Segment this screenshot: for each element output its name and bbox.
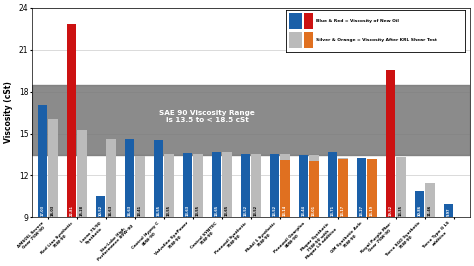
Bar [415, 192, 424, 217]
Bar [136, 156, 145, 217]
Text: 10.86: 10.86 [418, 205, 422, 216]
Bar [367, 159, 377, 217]
Bar [193, 154, 203, 217]
Text: 14.55: 14.55 [156, 205, 161, 216]
Text: 13.65: 13.65 [225, 205, 229, 216]
Bar [212, 152, 221, 217]
Text: 14.63: 14.63 [109, 205, 113, 216]
Bar [96, 196, 105, 217]
Text: 13.65: 13.65 [215, 205, 219, 216]
Bar [183, 153, 192, 217]
Text: 13.19: 13.19 [370, 205, 374, 216]
Text: 13.41: 13.41 [138, 205, 142, 216]
Bar [251, 154, 261, 217]
Bar [281, 154, 290, 217]
Bar [444, 204, 453, 217]
Text: 13.35: 13.35 [399, 205, 403, 216]
Text: 16.03: 16.03 [51, 205, 55, 216]
Text: 13.52: 13.52 [273, 205, 277, 216]
Text: 13.17: 13.17 [341, 205, 345, 216]
Bar [396, 157, 406, 217]
Bar [270, 154, 279, 217]
Text: 15.28: 15.28 [80, 205, 84, 216]
Text: 19.52: 19.52 [389, 205, 392, 216]
Text: 13.14: 13.14 [283, 205, 287, 216]
Bar [154, 140, 163, 217]
Bar [367, 173, 377, 217]
Text: SAE 90 Viscosity Range
is 13.5 to < 18.5 cSt: SAE 90 Viscosity Range is 13.5 to < 18.5… [159, 110, 255, 123]
Bar [77, 130, 87, 217]
Text: 13.55: 13.55 [196, 205, 200, 216]
Bar [338, 158, 348, 217]
Bar [48, 119, 58, 217]
Bar [310, 161, 319, 217]
Bar [357, 158, 366, 217]
Text: 13.55: 13.55 [167, 205, 171, 216]
Bar [222, 152, 232, 217]
Bar [310, 155, 319, 217]
Text: 13.63: 13.63 [186, 205, 190, 216]
Text: 13.52: 13.52 [254, 205, 258, 216]
Text: 17.03: 17.03 [41, 205, 45, 216]
Bar [38, 105, 47, 217]
Bar [125, 139, 134, 217]
Bar [32, 85, 470, 155]
Bar [299, 155, 308, 217]
Bar [426, 183, 435, 217]
Bar [67, 24, 76, 217]
Bar [386, 151, 395, 217]
Bar [67, 110, 76, 217]
Text: 13.52: 13.52 [244, 205, 247, 216]
Text: 13.71: 13.71 [331, 205, 335, 216]
Text: 13.27: 13.27 [360, 205, 364, 216]
Bar [106, 139, 116, 217]
Text: 13.01: 13.01 [312, 205, 316, 216]
Y-axis label: Viscosity (cSt): Viscosity (cSt) [4, 82, 13, 143]
Bar [241, 154, 250, 217]
Text: 10.52: 10.52 [99, 205, 102, 216]
Text: 13.44: 13.44 [301, 205, 306, 216]
Text: 9.97: 9.97 [447, 208, 451, 216]
Bar [328, 152, 337, 217]
Text: 11.46: 11.46 [428, 205, 432, 216]
Bar [338, 159, 348, 217]
Text: 22.81: 22.81 [70, 205, 73, 216]
Bar [386, 70, 395, 217]
Bar [281, 160, 290, 217]
Bar [164, 154, 173, 217]
Text: 14.63: 14.63 [128, 205, 132, 216]
